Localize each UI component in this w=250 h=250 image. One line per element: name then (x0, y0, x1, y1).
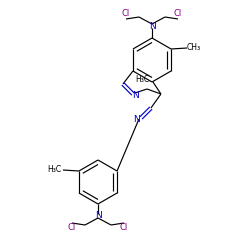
Text: H₃C: H₃C (47, 166, 61, 174)
Text: Cl: Cl (174, 10, 182, 18)
Text: N: N (148, 22, 156, 31)
Text: N: N (94, 211, 102, 220)
Text: N: N (134, 116, 140, 124)
Text: Cl: Cl (120, 224, 128, 232)
Text: N: N (132, 92, 139, 100)
Text: Cl: Cl (122, 10, 130, 18)
Text: H₃C: H₃C (135, 74, 149, 84)
Text: Cl: Cl (68, 224, 76, 232)
Text: CH₃: CH₃ (187, 44, 201, 52)
